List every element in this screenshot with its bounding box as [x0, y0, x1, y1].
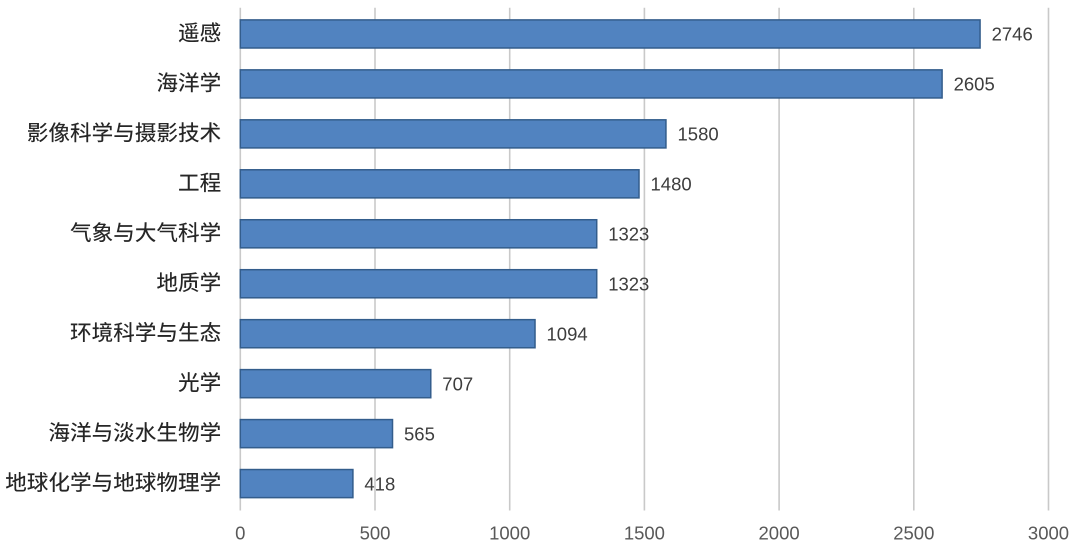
svg-text:1500: 1500	[624, 523, 665, 544]
svg-text:2000: 2000	[759, 523, 800, 544]
svg-text:2500: 2500	[893, 523, 934, 544]
svg-text:707: 707	[442, 373, 473, 394]
svg-text:565: 565	[404, 423, 435, 444]
svg-text:1323: 1323	[608, 273, 649, 294]
svg-text:2605: 2605	[954, 74, 995, 95]
svg-text:2746: 2746	[992, 24, 1033, 45]
svg-text:1580: 1580	[678, 124, 719, 145]
svg-text:0: 0	[235, 523, 245, 544]
svg-text:3000: 3000	[1028, 523, 1069, 544]
svg-text:1094: 1094	[547, 323, 588, 344]
svg-text:1323: 1323	[608, 224, 649, 245]
svg-text:1480: 1480	[651, 174, 692, 195]
svg-text:500: 500	[360, 523, 391, 544]
svg-text:418: 418	[364, 473, 395, 494]
svg-text:1000: 1000	[489, 523, 530, 544]
